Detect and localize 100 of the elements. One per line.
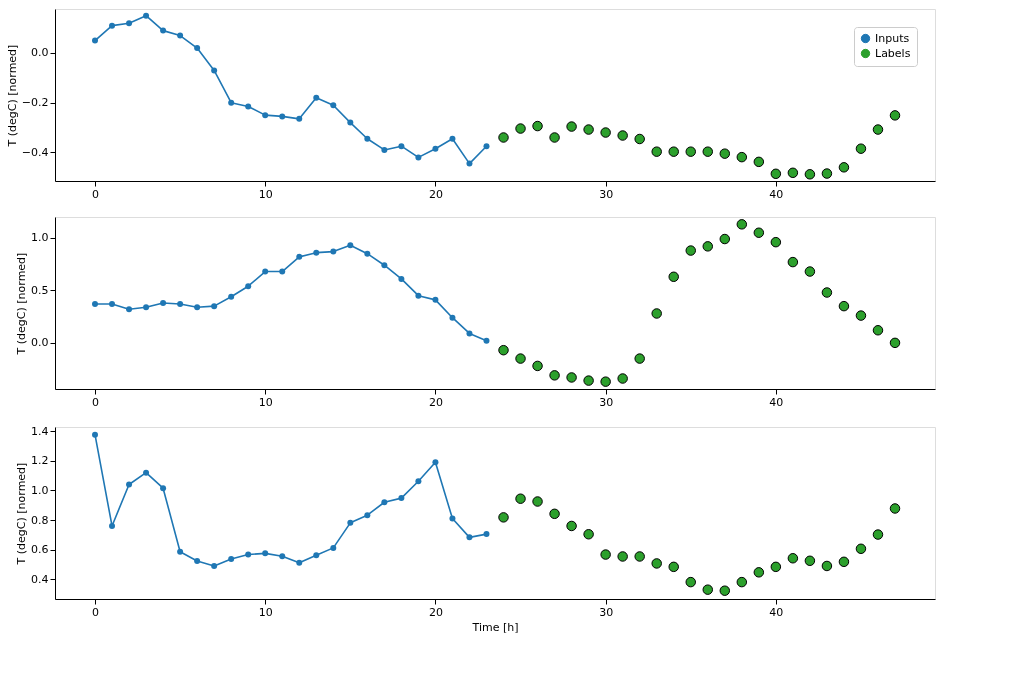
point	[296, 559, 303, 566]
point	[804, 169, 816, 180]
point	[736, 219, 748, 230]
point	[532, 360, 543, 372]
point	[787, 256, 799, 268]
point	[753, 156, 765, 168]
point	[415, 154, 422, 161]
point	[668, 271, 679, 283]
x-tick-label: 30	[599, 605, 614, 619]
point	[347, 242, 354, 249]
point	[92, 301, 98, 308]
point	[617, 373, 628, 384]
point	[855, 310, 867, 321]
point	[583, 529, 594, 540]
point	[228, 99, 235, 106]
x-tick-label: 0	[92, 395, 99, 409]
point	[889, 503, 901, 514]
point	[634, 551, 645, 562]
point	[262, 550, 269, 557]
point	[92, 431, 98, 438]
point	[449, 135, 456, 142]
point	[719, 585, 731, 596]
point	[313, 94, 320, 101]
point	[381, 499, 388, 506]
x-tick-label: 0	[92, 605, 99, 619]
point	[228, 293, 235, 300]
x-axis-title: Time [h]	[471, 620, 519, 634]
point	[787, 167, 799, 179]
point	[719, 148, 731, 159]
point	[583, 375, 594, 386]
point	[194, 45, 201, 52]
point	[279, 553, 286, 560]
point	[126, 20, 133, 27]
point	[483, 143, 490, 150]
point	[804, 555, 816, 567]
x-tick-label: 20	[428, 395, 443, 409]
point	[498, 512, 509, 523]
point	[668, 561, 679, 573]
point	[566, 121, 577, 132]
point	[753, 227, 765, 238]
point	[753, 567, 765, 578]
point	[398, 495, 405, 502]
x-tick-label: 30	[599, 187, 614, 201]
point	[211, 562, 218, 569]
point	[600, 376, 611, 387]
x-tick-label: 40	[769, 187, 784, 201]
legend-label: Inputs	[875, 31, 910, 45]
point	[296, 115, 303, 122]
point	[702, 584, 714, 595]
point	[432, 459, 439, 466]
y-tick-label: 0.4	[31, 572, 49, 586]
point	[194, 304, 201, 311]
point	[330, 248, 337, 255]
y-tick-label: −0.4	[21, 145, 49, 159]
point	[651, 558, 662, 569]
x-tick-label: 10	[258, 395, 273, 409]
point	[685, 146, 696, 157]
point	[549, 132, 560, 143]
point	[549, 508, 560, 520]
point	[143, 12, 150, 19]
point	[821, 168, 833, 179]
y-tick-label: 0.8	[31, 513, 49, 527]
point	[855, 143, 867, 154]
point	[262, 268, 269, 275]
point	[279, 268, 286, 275]
point	[515, 493, 526, 504]
point	[889, 110, 901, 121]
point	[702, 241, 714, 252]
point	[685, 245, 696, 256]
point	[143, 469, 150, 476]
point	[245, 283, 252, 290]
point	[109, 22, 116, 29]
point	[466, 534, 473, 541]
point	[821, 560, 833, 572]
point	[600, 549, 611, 560]
point	[92, 37, 98, 44]
point	[160, 27, 167, 34]
x-tick-label: 0	[92, 187, 99, 201]
point	[566, 372, 577, 383]
point	[330, 102, 337, 109]
point	[702, 146, 714, 157]
point	[838, 300, 850, 312]
point	[449, 515, 456, 522]
point	[872, 325, 884, 336]
point	[364, 250, 371, 257]
point	[838, 162, 850, 173]
point	[466, 160, 473, 167]
point	[381, 146, 388, 153]
point	[770, 236, 782, 248]
point	[381, 262, 388, 269]
x-tick-label: 30	[599, 395, 614, 409]
y-tick-label: 0.5	[31, 283, 49, 297]
point	[583, 124, 594, 135]
point	[211, 67, 218, 74]
point	[415, 292, 422, 299]
point	[143, 304, 150, 311]
point	[498, 344, 509, 356]
point	[245, 551, 252, 558]
point	[515, 123, 526, 134]
point	[549, 370, 560, 381]
